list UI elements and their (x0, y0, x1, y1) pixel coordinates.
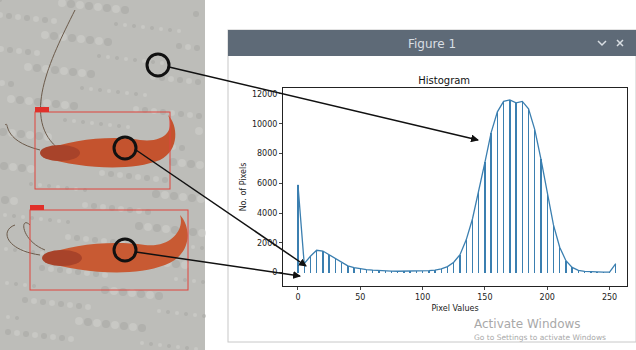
svg-text:12000: 12000 (252, 90, 277, 99)
svg-text:Go to Settings to activate Win: Go to Settings to activate Windows (474, 333, 606, 342)
svg-text:50: 50 (355, 293, 365, 302)
svg-text:10000: 10000 (252, 120, 277, 129)
svg-text:8000: 8000 (257, 149, 277, 158)
svg-text:200: 200 (540, 293, 555, 302)
svg-text:250: 250 (602, 293, 617, 302)
svg-text:No. of Pixels: No. of Pixels (239, 163, 248, 212)
svg-text:150: 150 (477, 293, 492, 302)
svg-text:Pixel Values: Pixel Values (431, 304, 478, 313)
svg-text:Activate Windows: Activate Windows (474, 317, 581, 331)
svg-text:100: 100 (415, 293, 430, 302)
svg-text:Histogram: Histogram (418, 75, 470, 86)
svg-text:4000: 4000 (257, 209, 277, 218)
svg-text:Figure 1: Figure 1 (408, 37, 456, 51)
svg-text:0: 0 (295, 293, 300, 302)
svg-text:0: 0 (272, 268, 277, 277)
svg-text:2000: 2000 (257, 239, 277, 248)
svg-text:6000: 6000 (257, 179, 277, 188)
